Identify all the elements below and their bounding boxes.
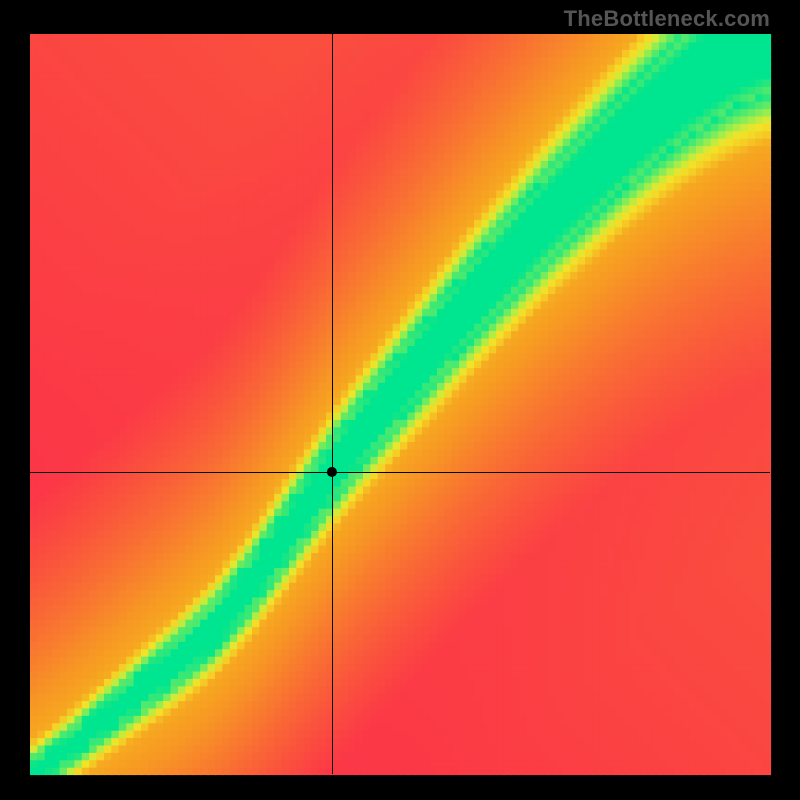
chart-wrapper: TheBottleneck.com: [0, 0, 800, 800]
watermark-text: TheBottleneck.com: [564, 6, 770, 32]
bottleneck-heatmap: [0, 0, 800, 800]
